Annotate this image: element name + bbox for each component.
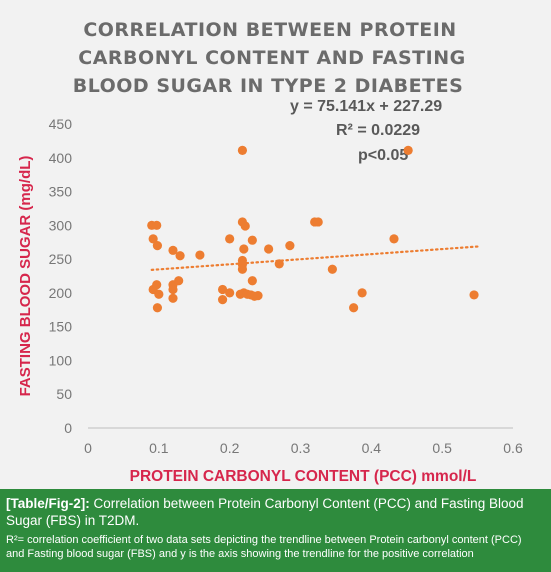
data-point	[274, 259, 284, 269]
data-point	[237, 145, 248, 155]
chart-title-line-2: CARBONYL CONTENT AND FASTING	[78, 47, 465, 69]
data-point	[168, 293, 178, 303]
y-tick-label: 450	[49, 116, 73, 132]
y-tick-label: 300	[49, 217, 73, 233]
y-tick-label: 150	[49, 319, 73, 335]
data-point	[217, 284, 228, 295]
y-tick-label: 200	[49, 285, 73, 301]
y-tick-label: 100	[49, 352, 73, 368]
data-point	[168, 284, 178, 295]
data-point	[174, 276, 184, 286]
data-point	[253, 290, 263, 301]
data-point	[247, 276, 257, 286]
x-tick-label: 0.2	[220, 440, 240, 456]
data-point	[217, 295, 228, 305]
data-points	[147, 145, 479, 313]
caption-main: [Table/Fig-2]: Correlation between Prote…	[6, 495, 541, 529]
data-point	[264, 244, 274, 254]
trendline-equation: y = 75.141x + 227.29	[290, 98, 442, 115]
data-point	[175, 251, 185, 261]
data-point	[239, 244, 249, 254]
data-point	[225, 234, 235, 244]
x-axis-title: PROTEIN CARBONYL CONTENT (PCC) mmol/L	[130, 468, 477, 485]
data-point	[237, 264, 248, 274]
chart-title-line-3: BLOOD SUGAR IN TYPE 2 DIABETES	[73, 75, 464, 97]
data-point	[168, 245, 178, 255]
data-point	[469, 290, 479, 300]
caption-ref: [Table/Fig-2]:	[6, 496, 90, 511]
data-point	[313, 217, 323, 227]
data-point	[247, 235, 257, 245]
data-point	[152, 220, 162, 230]
x-tick-label: 0.5	[432, 440, 452, 456]
x-tick-label: 0.4	[362, 440, 382, 456]
y-axis-title: FASTING BLOOD SUGAR (mg/dL)	[17, 156, 34, 397]
data-point	[148, 234, 158, 244]
data-point	[357, 288, 367, 298]
x-tick-label: 0.1	[149, 440, 169, 456]
data-point	[195, 250, 205, 260]
data-point	[403, 145, 413, 155]
data-point	[327, 264, 337, 274]
data-point	[285, 241, 295, 251]
data-point	[225, 288, 235, 298]
data-point	[154, 289, 164, 299]
caption-note: R²= correlation coefficient of two data …	[6, 534, 522, 560]
data-point	[152, 280, 162, 290]
y-tick-label: 0	[64, 420, 72, 436]
figure-caption: [Table/Fig-2]: Correlation between Prote…	[0, 489, 551, 572]
data-point	[240, 221, 250, 231]
data-point	[389, 234, 399, 244]
x-tick-label: 0.6	[503, 440, 523, 456]
y-tick-label: 350	[49, 184, 73, 200]
trendline	[150, 245, 479, 271]
y-tick-label: 250	[49, 251, 73, 267]
p-value-label: p<0.05	[358, 147, 408, 164]
data-point	[152, 303, 163, 313]
x-tick-labels: 0 0.1 0.2 0.3 0.4 0.5 0.6	[84, 440, 523, 456]
scatter-chart: CORRELATION BETWEEN PROTEIN CARBONYL CON…	[17, 19, 523, 485]
x-tick-label: 0.3	[291, 440, 311, 456]
y-tick-label: 50	[56, 386, 72, 402]
chart-title-line-1: CORRELATION BETWEEN PROTEIN	[83, 19, 456, 41]
data-point	[349, 303, 359, 313]
y-tick-labels: 0 50 100 150 200 250 300 350 400 450	[49, 116, 73, 436]
x-tick-label: 0	[84, 440, 92, 456]
caption-text: Correlation between Protein Carbonyl Con…	[6, 496, 524, 528]
r-squared-label: R² = 0.0229	[336, 122, 420, 139]
y-tick-label: 400	[49, 150, 73, 166]
data-point	[152, 241, 163, 251]
